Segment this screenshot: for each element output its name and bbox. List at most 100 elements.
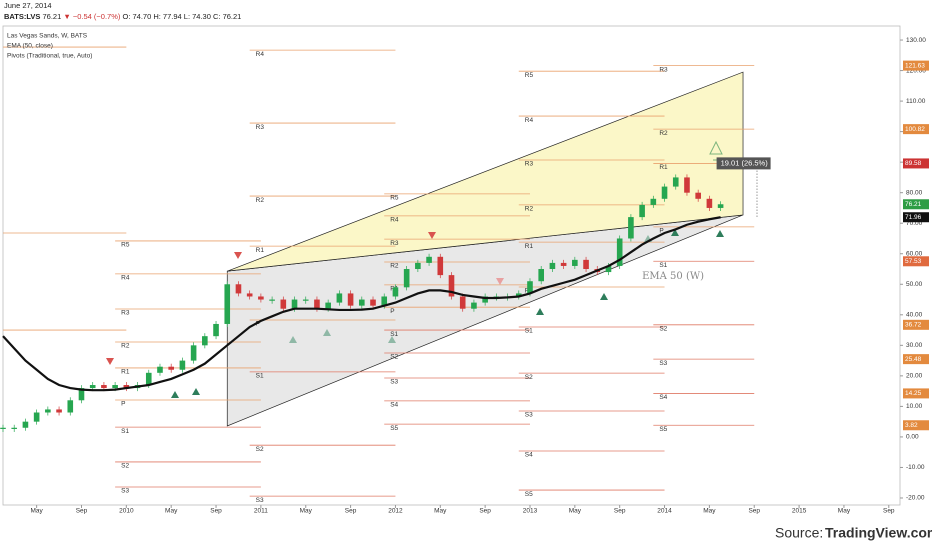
pivot-label: S2 [525,374,533,381]
pivot-label: R4 [525,117,534,124]
price-tag-label: 14.25 [905,390,922,397]
candle [78,388,85,401]
x-tick-label: May [838,508,851,515]
price-tag [903,158,929,169]
candle [381,296,388,306]
candle [246,293,253,297]
symbol: BATS:LVS [4,12,40,21]
y-tick-label: -20.00 [906,495,925,502]
candle [179,360,186,370]
x-tick-label: Sep [614,508,626,515]
candle [45,409,51,413]
pivot-label: R2 [525,206,534,213]
pivot-label: R3 [256,124,265,131]
candle [448,275,455,297]
candle [572,259,578,266]
candle [336,293,343,303]
candle [605,265,612,273]
price-tag-label: 57.53 [905,258,922,265]
candle [22,421,29,428]
candle [415,262,421,270]
wedge [227,71,744,272]
pivot-label: R3 [659,66,668,73]
candle [370,299,376,306]
date: June 27, 2014 [4,1,52,10]
price-tag-label: 76.21 [905,201,922,208]
source-label: Source: [775,525,823,541]
candle [235,284,242,294]
pivot-label: R2 [256,197,265,204]
pivot-label: S2 [121,463,129,470]
candle [616,238,623,266]
pivot-label: S3 [121,488,129,495]
y-tick-label: 120.00 [906,67,926,74]
pivot-label: R3 [525,161,534,168]
candle [11,427,18,429]
x-tick-label: Sep [748,508,760,515]
price-tag [903,354,929,365]
price-tag [903,124,929,135]
pivot-label: S1 [256,373,264,380]
candle [224,284,231,324]
pivot-label: S2 [659,326,667,333]
pivot-label: R2 [390,263,399,270]
y-tick-label: 30.00 [906,342,923,349]
candle [695,192,701,199]
candle [639,204,645,218]
price-tag [903,212,929,223]
y-tick-label: -10.00 [906,464,925,471]
x-tick-label: Sep [479,508,491,515]
candle [628,217,634,239]
quote: BATS:LVS 76.21 ▼ −0.54 (−0.7%) O: 74.70 … [4,12,241,21]
candle [258,296,264,300]
candle [291,299,298,309]
candle [538,269,545,282]
pivot-label: P [659,228,663,235]
pivot-label: P [256,321,260,328]
change: ▼ −0.54 (−0.7%) [63,12,121,21]
candle [0,427,6,429]
candle [325,302,331,309]
candle [706,198,713,208]
price-tag-label: 3.82 [905,422,918,429]
candle [527,281,533,294]
candle [202,336,208,346]
pivot-label: R5 [390,195,399,202]
pivot-label: R4 [121,275,130,282]
pivot-label: R1 [256,247,265,254]
y-tick-label: 130.00 [906,37,926,44]
pivot-label: R3 [390,240,399,247]
pivot-label: R4 [256,51,265,58]
x-tick-label: 2013 [523,508,538,515]
pivot-label: R5 [121,242,130,249]
candle [684,177,690,193]
candle [190,345,197,361]
measure-label: 19.01 (26.5%) [721,158,769,167]
ohlc: O: 74.70 H: 77.94 L: 74.30 C: 76.21 [123,12,242,21]
x-tick-label: 2015 [792,508,807,515]
x-tick-label: May [703,508,716,515]
pivot-label: S1 [525,328,533,335]
y-tick-label: 110.00 [906,98,926,105]
x-tick-label: 2012 [388,508,403,515]
x-tick-label: May [165,508,178,515]
candle [33,412,40,422]
candle [112,385,118,389]
x-tick-label: 2011 [254,508,268,515]
ema-label: EMA 50 (W) [642,271,704,282]
pivot-label: S1 [390,331,398,338]
price-tag [903,199,929,210]
price-tag-label: 25.48 [905,356,922,363]
source-name: TradingView.com [825,525,932,541]
candle [358,299,365,306]
pivot-label: S3 [659,360,667,367]
x-tick-label: Sep [210,508,222,515]
pivot-label: S3 [256,497,264,504]
pivot-label: P [390,308,394,315]
x-tick-label: Sep [345,508,357,515]
pivot-label: S1 [121,428,129,435]
candle [101,385,107,389]
pivot-label: S1 [659,262,667,269]
pivot-label: P [121,401,125,408]
y-tick-label: 80.00 [906,189,923,196]
